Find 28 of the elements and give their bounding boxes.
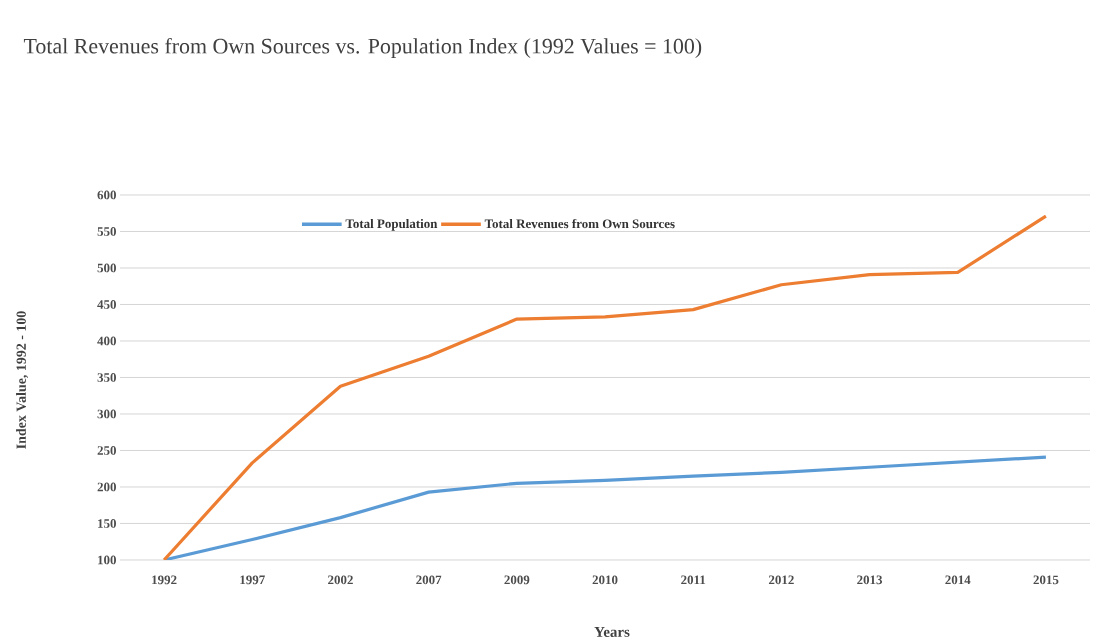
y-tick-label: 150 — [98, 519, 116, 528]
x-tick-label: 2002 — [328, 575, 353, 585]
y-tick-label: 500 — [97, 263, 116, 273]
y-tick-label: 550 — [97, 227, 116, 236]
x-tick-label: 2013 — [857, 575, 883, 585]
y-tick-label: 300 — [97, 409, 116, 419]
x-tick-label: 2014 — [945, 575, 971, 585]
chart-title: Total Revenues from Own Sources vs. Population Index (1992 Values = 100) — [23, 37, 702, 59]
y-tick-label: 250 — [97, 446, 116, 455]
y-tick-label: 450 — [97, 300, 116, 309]
x-tick-label: 1997 — [240, 575, 265, 585]
x-tick-label: 2010 — [592, 575, 618, 585]
x-tick-label: 2007 — [416, 575, 442, 585]
y-axis-title: Index Value, 1992 - 100 — [16, 311, 28, 449]
y-tick-label: 200 — [97, 482, 116, 492]
x-tick-label: 2009 — [504, 575, 530, 585]
y-tick-label: 400 — [97, 336, 116, 346]
line-series — [162, 214, 1048, 560]
legend-label: Total Population — [345, 218, 438, 231]
y-tick-label: 350 — [97, 373, 116, 382]
x-axis-title: Years — [594, 627, 630, 637]
x-tick-label: 2012 — [768, 575, 794, 585]
legend-label: Total Revenues from Own Sources — [484, 218, 675, 229]
x-tick-label: 2015 — [1033, 575, 1059, 585]
x-tick-label: 2011 — [681, 575, 706, 585]
x-tick-label: 1992 — [152, 575, 177, 585]
y-tick-label: 100 — [98, 555, 116, 565]
y-tick-label: 600 — [97, 190, 116, 200]
